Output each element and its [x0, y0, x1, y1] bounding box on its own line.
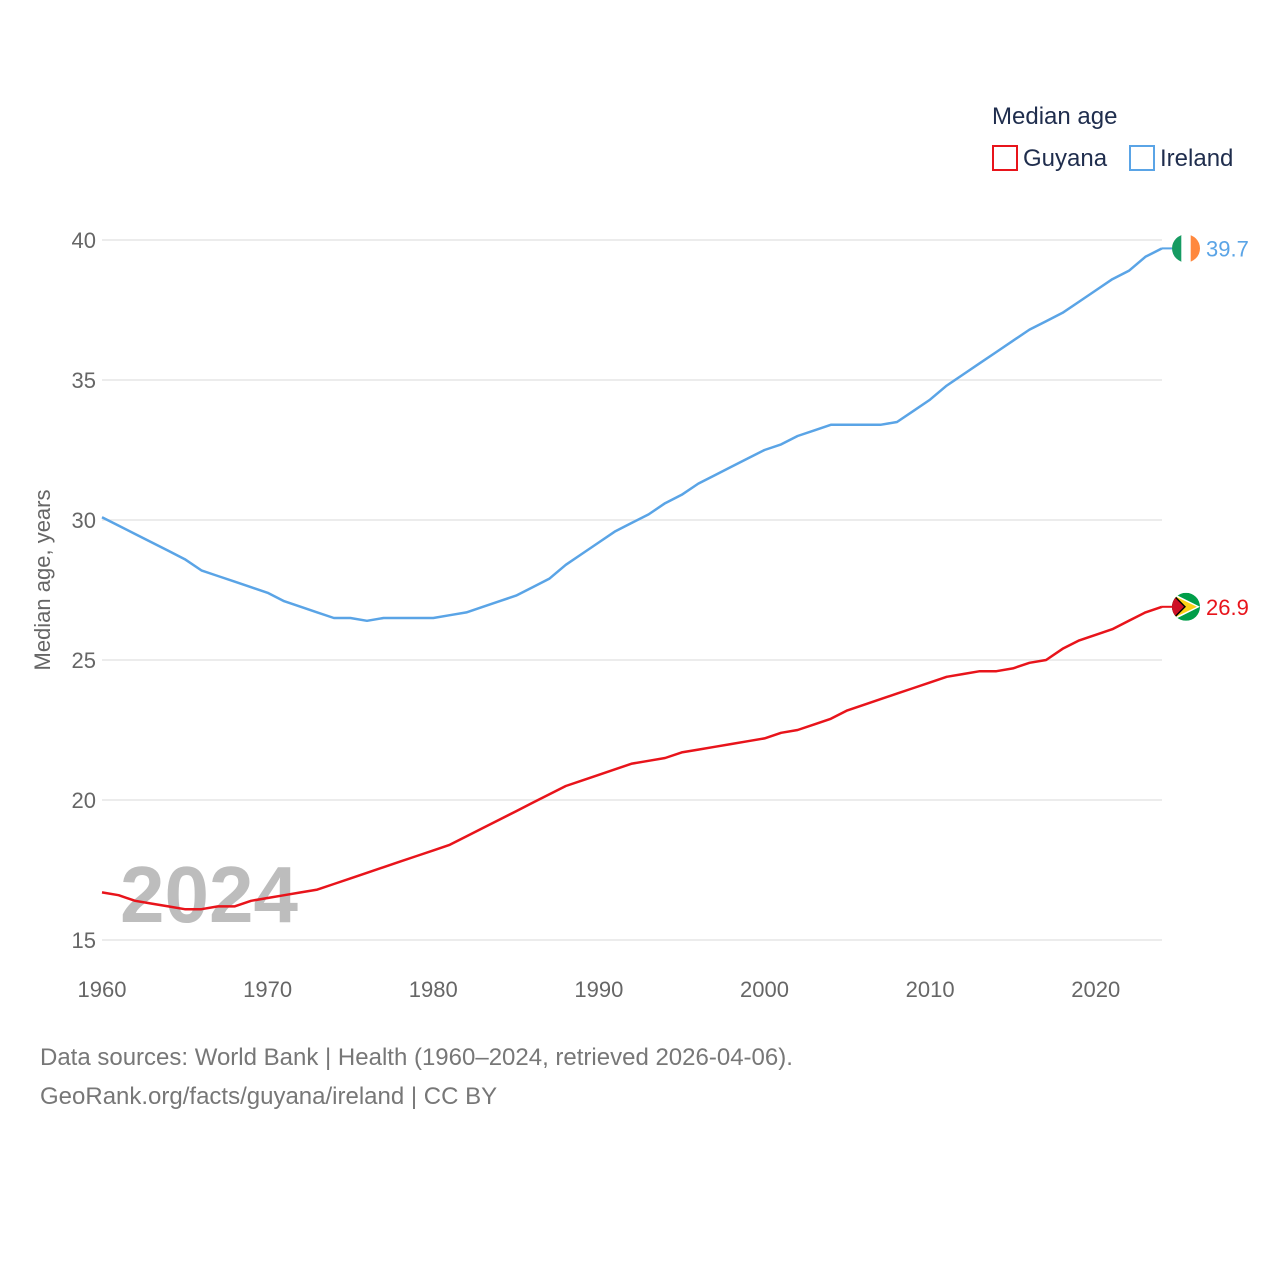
- end-label-ireland: 39.7: [1206, 236, 1249, 261]
- legend-label-ireland: Ireland: [1160, 145, 1233, 172]
- line-chart: 15 20 25 30 35 40 1960 1970 1980 1990 2000 2010 202…: [30, 103, 1249, 1002]
- x-axis: 1960 1970 1980 1990 2000 2010 2020: [78, 977, 1121, 1002]
- legend-label-guyana: Guyana: [1023, 145, 1108, 172]
- x-tick-label: 1970: [243, 977, 292, 1002]
- y-tick-label: 20: [72, 788, 96, 813]
- x-tick-label: 2010: [906, 977, 955, 1002]
- y-tick-label: 25: [72, 648, 96, 673]
- legend-swatch-ireland: [1129, 145, 1155, 171]
- legend-item-guyana[interactable]: Guyana: [992, 145, 1108, 172]
- gridlines: [102, 239, 1162, 941]
- series-lines: [101, 247, 1172, 911]
- y-axis: 15 20 25 30 35 40: [72, 228, 96, 953]
- x-tick-label: 2020: [1071, 977, 1120, 1002]
- x-tick-label: 1990: [574, 977, 623, 1002]
- legend-item-ireland[interactable]: Ireland: [1129, 145, 1233, 172]
- ireland-flag-icon: [1172, 234, 1200, 263]
- x-tick-label: 1980: [409, 977, 458, 1002]
- x-tick-label: 2000: [740, 977, 789, 1002]
- credit-link[interactable]: GeoRank.org/facts/guyana/ireland | CC BY: [40, 1083, 498, 1110]
- year-watermark: 2024: [120, 850, 298, 939]
- y-tick-label: 30: [72, 508, 96, 533]
- x-tick-label: 1960: [78, 977, 127, 1002]
- y-tick-label: 35: [72, 368, 96, 393]
- legend-swatch-guyana: [992, 145, 1018, 171]
- legend-title: Median age: [992, 103, 1117, 130]
- end-label-guyana: 26.9: [1206, 595, 1249, 620]
- y-axis-title: Median age, years: [30, 490, 55, 671]
- series-line-guyana: [101, 605, 1163, 911]
- series-line-ireland: [101, 247, 1163, 623]
- legend: Median age Guyana Ireland: [992, 103, 1233, 172]
- y-tick-label: 40: [72, 228, 96, 253]
- guyana-flag-icon: [1172, 592, 1200, 621]
- y-tick-label: 15: [72, 928, 96, 953]
- data-source-note: Data sources: World Bank | Health (1960–…: [40, 1044, 793, 1071]
